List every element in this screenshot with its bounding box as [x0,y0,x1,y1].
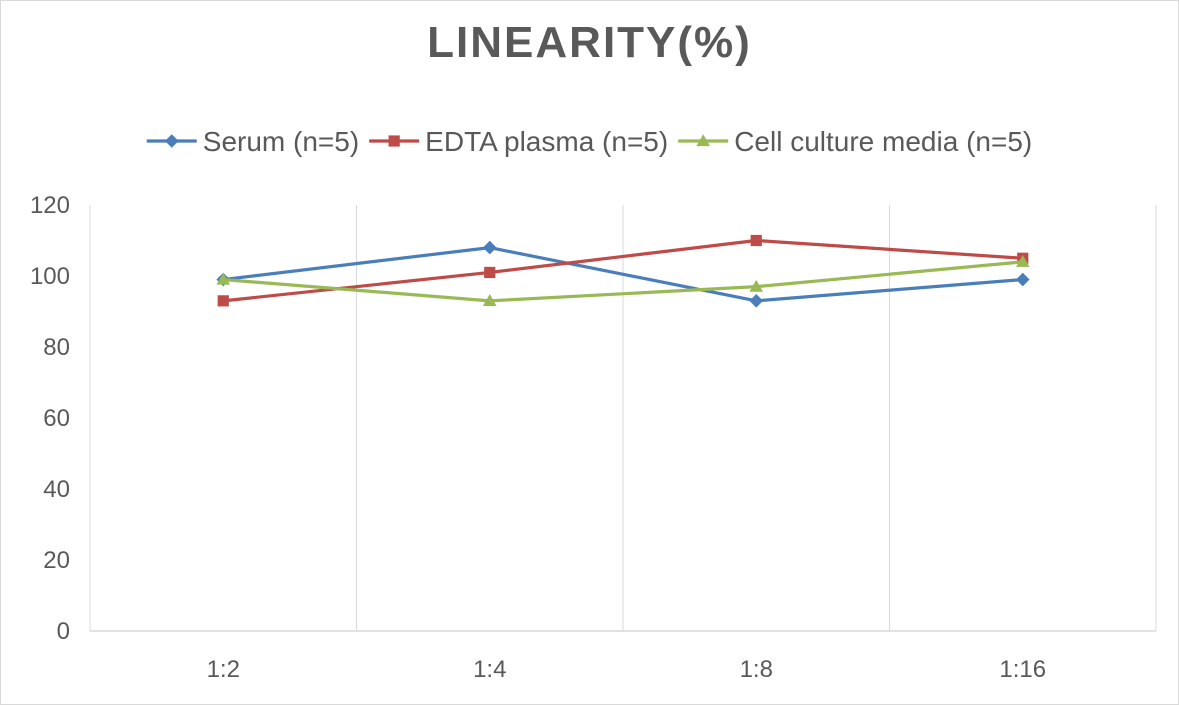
series-layer [216,234,1030,308]
legend: Serum (n=5) EDTA plasma (n=5) Cell culture… [146,126,1032,157]
y-tick-label: 20 [43,547,70,574]
y-tick-label: 120 [30,192,70,219]
legend-item: Serum (n=5) [146,126,359,157]
y-tick-label: 0 [57,618,70,645]
y-tick-label: 80 [43,334,70,361]
legend-marker [164,134,179,148]
data-point [750,234,762,247]
grid-layer [89,205,1157,631]
x-tick-label: 1:16 [999,656,1046,683]
data-point [1015,255,1030,267]
series-line [223,260,1023,303]
data-point [749,279,764,292]
series-0 [216,240,1030,308]
data-point [217,295,229,307]
data-point [484,266,496,279]
x-tick-label: 1:8 [740,656,773,683]
x-tick-label: 1:4 [473,656,506,683]
series-2 [216,255,1030,306]
data-point [216,272,231,285]
x-tick-label: 1:2 [207,656,240,683]
legend-marker [696,134,711,147]
data-point [482,294,497,306]
data-point [482,240,497,255]
legend-swatch-marker [164,134,179,148]
y-tick-label: 100 [30,263,70,290]
series-line [223,238,1023,303]
series-line [223,246,1023,303]
legend-swatch-marker [388,135,400,147]
chart-title: LINEARITY(%) [427,18,752,67]
y-tick-label: 60 [43,405,70,432]
legend-marker [388,135,400,147]
data-point [1015,272,1030,287]
axis-layer: 0 20 40 60 80 100 120 1:2 1:4 1:8 1:16 [30,192,1156,683]
data-point [749,294,764,308]
y-tick-label: 40 [43,476,70,503]
legend-label: Serum (n=5) [203,126,359,157]
legend-swatch-marker [696,134,711,147]
legend-item: EDTA plasma (n=5) [369,126,668,157]
legend-label: Cell culture media (n=5) [734,126,1032,157]
legend-item: Cell culture media (n=5) [678,126,1032,157]
legend-label: EDTA plasma (n=5) [425,126,668,157]
